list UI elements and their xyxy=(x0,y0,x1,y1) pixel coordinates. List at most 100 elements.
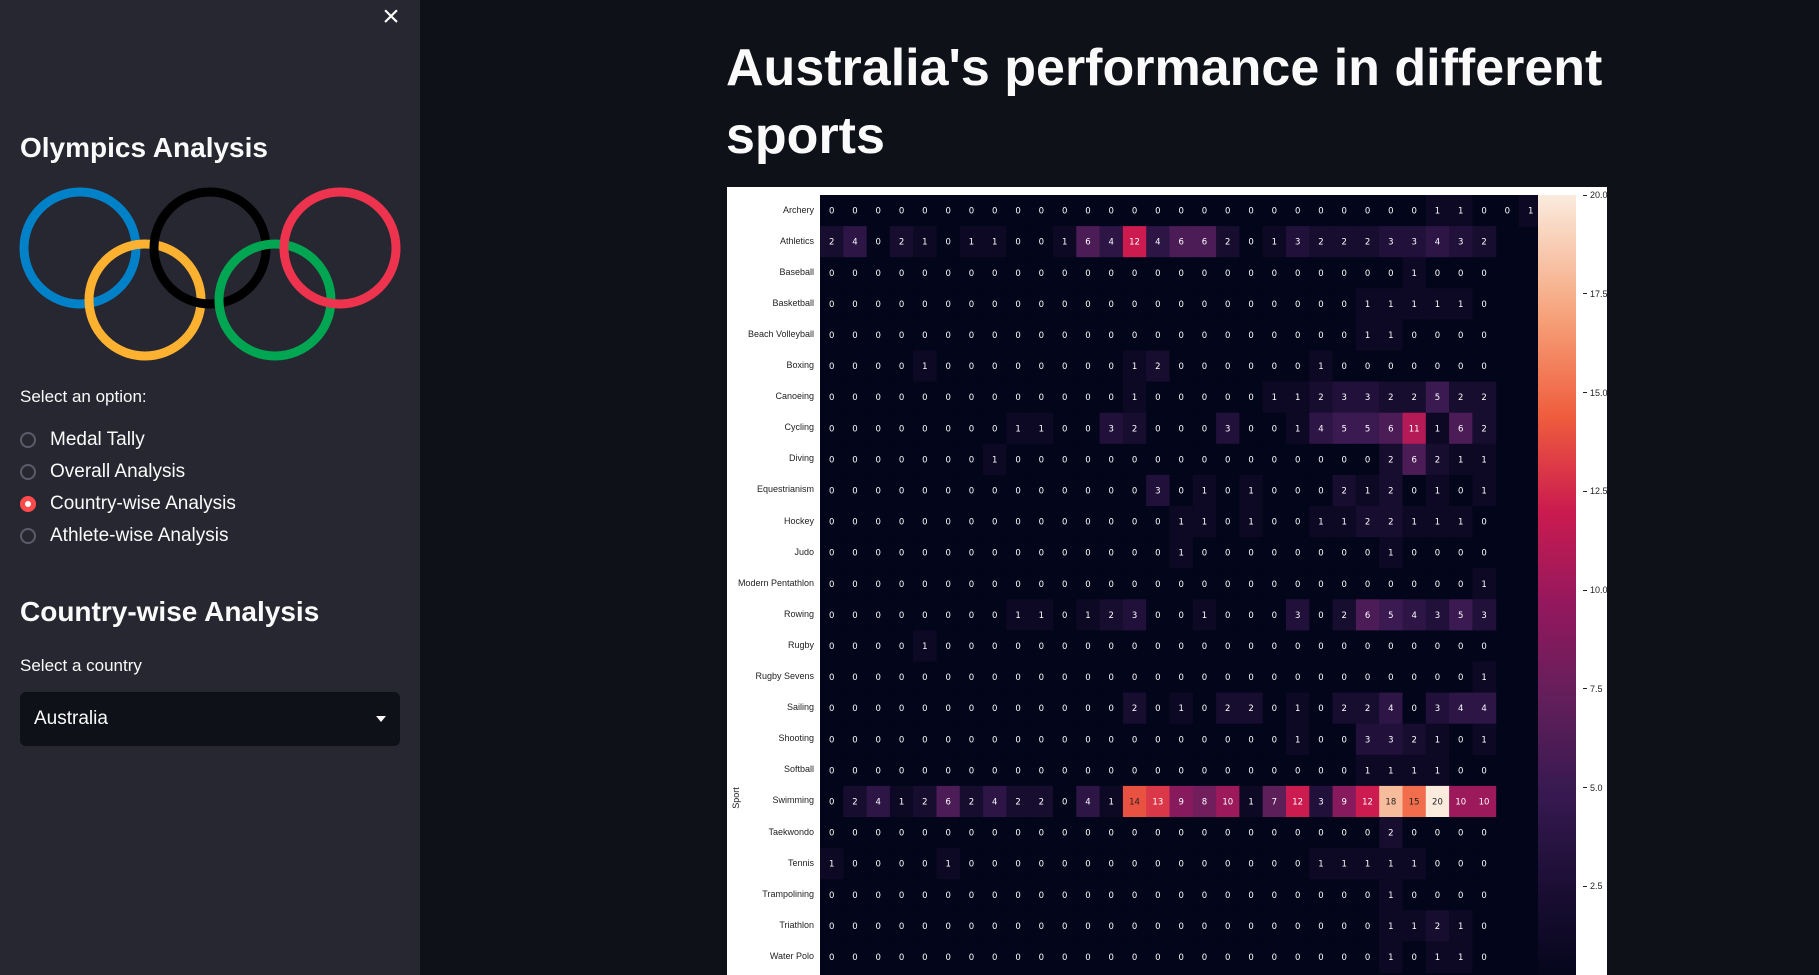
heatmap-cell xyxy=(1332,506,1357,538)
heatmap-cell-label: 4 xyxy=(876,797,881,807)
heatmap-cell-label: 0 xyxy=(1132,300,1137,310)
heatmap-row-label: Water Polo xyxy=(769,950,814,961)
heatmap-cell-label: 0 xyxy=(1015,860,1020,870)
heatmap-cell xyxy=(1355,474,1380,507)
heatmap-cell-label: 0 xyxy=(922,953,927,963)
heatmap-cell xyxy=(1006,506,1031,538)
heatmap-cell xyxy=(1309,692,1334,725)
heatmap-cell xyxy=(1379,879,1403,911)
heatmap-cell-label: 0 xyxy=(1039,331,1044,341)
heatmap-cell-label: 0 xyxy=(992,611,997,621)
radio-country-wise-analysis[interactable]: Country-wise Analysis xyxy=(20,491,236,517)
heatmap-cell xyxy=(1216,506,1240,538)
heatmap-cell xyxy=(1216,910,1240,942)
heatmap-cell xyxy=(983,879,1007,911)
heatmap-cell xyxy=(1309,195,1334,227)
heatmap-cell xyxy=(1029,350,1054,383)
heatmap-cell-label: 0 xyxy=(1225,331,1230,341)
heatmap-cell-label: 0 xyxy=(1178,393,1183,403)
heatmap-cell-label: 0 xyxy=(1015,393,1020,403)
heatmap-cell-label: 0 xyxy=(1342,953,1347,963)
heatmap-cell-label: 0 xyxy=(1015,673,1020,683)
radio-label: Medal Tally xyxy=(50,429,145,450)
radio-overall-analysis[interactable]: Overall Analysis xyxy=(20,459,185,485)
heatmap-cell-label: 0 xyxy=(1039,518,1044,528)
heatmap-cell xyxy=(1472,537,1497,569)
heatmap-cell-label: 0 xyxy=(945,362,950,372)
heatmap-cell-label: 0 xyxy=(1272,829,1277,839)
heatmap-cell-label: 0 xyxy=(876,735,881,745)
radio-circle[interactable] xyxy=(20,528,36,544)
heatmap-cell-label: 0 xyxy=(829,424,834,434)
heatmap-cell-label: 0 xyxy=(1202,735,1207,745)
radio-medal-tally[interactable]: Medal Tally xyxy=(20,427,145,453)
heatmap-cell-label: 1 xyxy=(992,238,997,248)
heatmap-cell-label: 0 xyxy=(1178,860,1183,870)
heatmap-cell xyxy=(1332,288,1357,320)
heatmap-cell-label: 0 xyxy=(899,300,904,310)
heatmap-cell-label: 6 xyxy=(1085,238,1090,248)
heatmap-cell-label: 0 xyxy=(1411,953,1416,963)
heatmap-cell-label: 0 xyxy=(1225,300,1230,310)
heatmap-cell-label: 1 xyxy=(1342,518,1347,528)
heatmap-cell-label: 0 xyxy=(1342,207,1347,217)
radio-athlete-wise-analysis[interactable]: Athlete-wise Analysis xyxy=(20,523,228,549)
heatmap-cell-label: 2 xyxy=(922,797,927,807)
heatmap-cell xyxy=(1449,848,1473,880)
heatmap-cell-label: 0 xyxy=(1272,611,1277,621)
heatmap-cell xyxy=(1006,599,1031,631)
country-select[interactable]: Australia xyxy=(20,692,400,746)
heatmap-cell xyxy=(1239,443,1264,476)
heatmap-cell-label: 0 xyxy=(1132,455,1137,465)
heatmap-cell-label: 0 xyxy=(922,766,927,776)
heatmap-cell xyxy=(1379,630,1403,662)
heatmap-cell xyxy=(936,754,961,787)
heatmap-cell xyxy=(1472,412,1497,445)
close-icon[interactable]: × xyxy=(382,0,400,33)
heatmap-cell-label: 0 xyxy=(1178,424,1183,434)
heatmap-cell xyxy=(1332,692,1357,725)
heatmap-cell-label: 0 xyxy=(1365,455,1370,465)
radio-circle[interactable] xyxy=(20,496,36,512)
heatmap-cell-label: 0 xyxy=(1085,486,1090,496)
heatmap-cell-label: 0 xyxy=(1248,642,1253,652)
heatmap-cell-label: 0 xyxy=(1109,953,1114,963)
heatmap-cell xyxy=(1099,754,1124,787)
heatmap-cell-label: 0 xyxy=(852,549,857,559)
heatmap-cell-label: 0 xyxy=(1248,549,1253,559)
heatmap-cell-label: 0 xyxy=(829,486,834,496)
heatmap-cell xyxy=(1425,785,1450,818)
heatmap-cell xyxy=(1332,443,1357,476)
heatmap-cell xyxy=(1239,319,1264,351)
heatmap-cell-label: 0 xyxy=(1342,766,1347,776)
heatmap-cell xyxy=(1122,381,1147,414)
chevron-down-icon[interactable] xyxy=(376,716,386,722)
country-select-value: Australia xyxy=(34,708,108,729)
heatmap-cell xyxy=(889,848,914,880)
radio-circle[interactable] xyxy=(20,432,36,448)
heatmap-cell xyxy=(1169,443,1194,476)
heatmap-cell xyxy=(913,412,937,445)
heatmap-cell xyxy=(959,381,984,414)
heatmap-cell xyxy=(1169,412,1194,445)
heatmap-cell-label: 0 xyxy=(969,518,974,528)
heatmap-cell-label: 0 xyxy=(1132,580,1137,590)
heatmap-cell-label: 0 xyxy=(1225,580,1230,590)
heatmap-cell xyxy=(1192,350,1217,383)
heatmap-cell xyxy=(983,288,1007,320)
heatmap-cell xyxy=(1286,412,1310,445)
heatmap-cell xyxy=(913,319,937,351)
heatmap-cell xyxy=(1355,848,1380,880)
heatmap-cell xyxy=(1076,350,1101,383)
heatmap-cell-label: 0 xyxy=(1132,207,1137,217)
radio-circle[interactable] xyxy=(20,464,36,480)
heatmap-cell xyxy=(1122,226,1147,258)
heatmap-cell-label: 0 xyxy=(829,673,834,683)
heatmap-cell xyxy=(983,817,1007,849)
heatmap-cell xyxy=(983,630,1007,662)
heatmap-cell-label: 0 xyxy=(969,300,974,310)
heatmap-row-label: Boxing xyxy=(786,360,814,371)
heatmap-cell-label: 1 xyxy=(1015,611,1020,621)
heatmap-cell-label: 0 xyxy=(876,953,881,963)
heatmap-cell xyxy=(1239,350,1264,383)
